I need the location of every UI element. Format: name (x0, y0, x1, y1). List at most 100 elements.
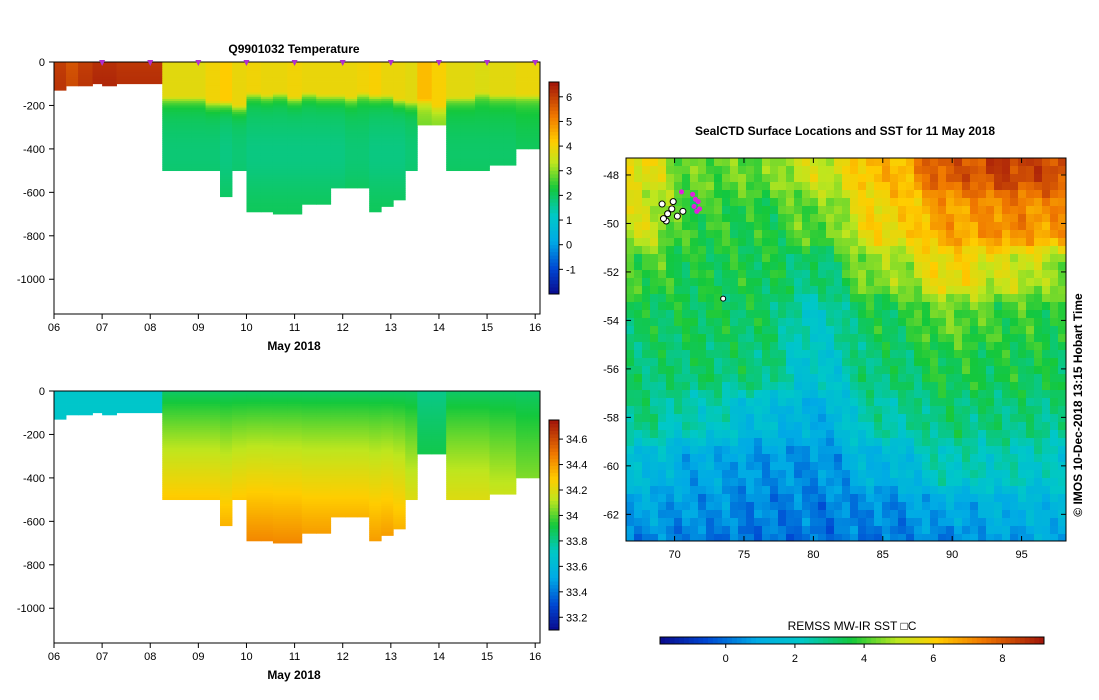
section-cell (503, 75, 517, 78)
section-cell (205, 493, 221, 496)
section-cell (301, 462, 317, 466)
sst-cell (666, 174, 675, 183)
colorbar-swatch (549, 605, 559, 610)
sst-cell (882, 302, 891, 311)
section-cell (515, 391, 529, 394)
section-cell (431, 75, 447, 78)
sst-cell (626, 166, 635, 175)
section-cell (176, 451, 192, 455)
section-cell (475, 393, 490, 396)
section-cell (260, 196, 274, 200)
sst-cell (922, 270, 931, 279)
sst-cell (1058, 190, 1067, 199)
section-cell (220, 133, 233, 137)
section-cell (260, 445, 274, 448)
section-cell (345, 174, 358, 178)
section-cell (272, 417, 288, 420)
section-cell (301, 425, 317, 429)
section-cell (246, 157, 262, 161)
sst-cell (1026, 334, 1035, 343)
section-cell (260, 412, 274, 416)
sst-cell (698, 326, 707, 335)
sst-cell (1002, 182, 1011, 191)
sst-cell (642, 246, 651, 255)
section-cell (515, 440, 529, 444)
section-cell (345, 90, 358, 93)
colorbar-swatch (549, 99, 559, 104)
sst-cell (698, 286, 707, 295)
sst-cell (770, 246, 779, 255)
sst-cell (762, 366, 771, 375)
section-cell (246, 414, 262, 418)
section-cell (54, 391, 67, 394)
section-cell (431, 451, 447, 455)
sst-cell (778, 326, 787, 335)
section-cell (369, 430, 382, 433)
section-cell (205, 164, 221, 167)
section-cell (515, 66, 529, 69)
section-cell (330, 501, 346, 505)
section-cell (460, 397, 476, 401)
section-cell (301, 503, 317, 507)
colorbar-swatch (549, 584, 559, 589)
sst-cell (954, 286, 963, 295)
section-cell (232, 105, 247, 109)
section-cell (191, 120, 206, 124)
section-cell (260, 66, 274, 69)
section-cell (220, 519, 233, 522)
section-cell (220, 135, 233, 139)
section-cell (220, 421, 233, 424)
section-cell (503, 142, 517, 145)
section-cell (381, 92, 394, 95)
section-cell (527, 440, 541, 444)
section-cell (431, 77, 447, 80)
sst-cell (866, 270, 875, 279)
sst-cell (1034, 270, 1043, 279)
sst-cell (770, 222, 779, 231)
section-cell (176, 419, 192, 422)
sst-cell (706, 254, 715, 263)
section-cell (66, 395, 79, 398)
sst-cell (858, 190, 867, 199)
section-cell (393, 83, 406, 87)
section-cell (316, 118, 332, 122)
sst-cell (714, 254, 723, 263)
sst-cell (898, 326, 907, 335)
sst-cell (1034, 358, 1043, 367)
section-cell (272, 177, 288, 180)
section-cell (431, 412, 447, 416)
section-cell (272, 480, 288, 483)
sst-cell (890, 262, 899, 271)
section-cell (369, 445, 382, 448)
section-cell (369, 70, 382, 74)
section-cell (527, 443, 541, 446)
section-cell (405, 490, 418, 494)
sst-cell (1018, 342, 1027, 351)
section-cell (489, 493, 505, 495)
section-cell (220, 105, 233, 109)
section-cell (287, 75, 303, 78)
section-cell (232, 404, 247, 407)
section-cell (220, 116, 233, 119)
x-tick-label: 11 (289, 651, 300, 663)
section-cell (301, 144, 317, 148)
section-cell (205, 135, 221, 139)
colorbar-swatch (549, 195, 559, 200)
section-cell (460, 85, 476, 89)
sst-cell (850, 358, 859, 367)
colorbar-swatch (549, 230, 559, 235)
section-cell (345, 118, 358, 122)
section-cell (503, 114, 517, 117)
section-cell (260, 397, 274, 401)
sst-cell (850, 246, 859, 255)
sst-cell (930, 206, 939, 215)
sst-cell (986, 190, 995, 199)
sst-cell (674, 342, 683, 351)
sst-cell (946, 358, 955, 367)
section-cell (475, 90, 490, 93)
sst-cell (954, 206, 963, 215)
section-cell (162, 153, 178, 156)
sst-cell (826, 182, 835, 191)
sst-cell (850, 206, 859, 215)
sst-cell (954, 230, 963, 239)
